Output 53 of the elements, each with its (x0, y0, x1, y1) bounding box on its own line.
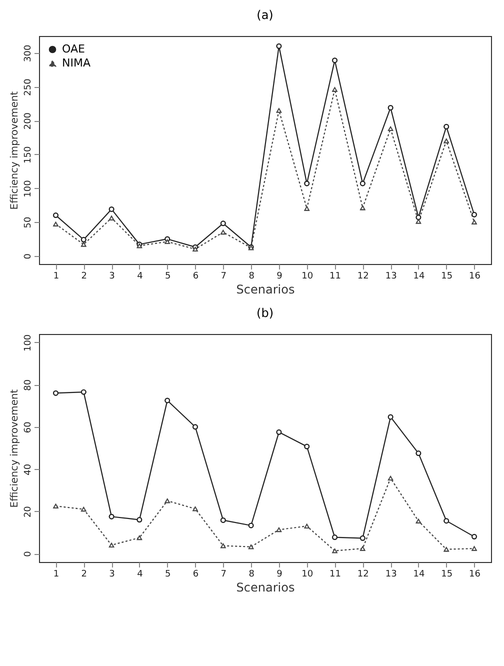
x-tick-label: 14 (413, 570, 425, 580)
legend-label: NIMA (62, 56, 91, 70)
x-tick-label: 6 (192, 570, 199, 580)
x-tick-label: 4 (137, 570, 144, 580)
x-tick-label: 15 (441, 272, 453, 282)
x-tick-label: 5 (164, 570, 171, 580)
y-tick-label: 40 (24, 464, 34, 476)
x-tick-label: 3 (109, 272, 115, 282)
x-axis-title: Scenarios (236, 282, 295, 296)
x-tick-label: 16 (469, 272, 481, 282)
x-tick-label: 10 (302, 570, 314, 580)
y-tick-label: 0 (24, 550, 34, 557)
y-tick-label: 250 (24, 78, 34, 96)
x-tick-label: 8 (248, 570, 255, 580)
x-tick-label: 1 (53, 570, 60, 580)
x-tick-label: 12 (357, 272, 369, 282)
x-tick-label: 11 (330, 570, 341, 580)
y-axis-title: Efficiency improvement (10, 91, 20, 210)
x-tick-label: 13 (385, 570, 397, 580)
x-tick-label: 4 (137, 272, 144, 282)
chart-title: (a) (256, 8, 274, 22)
x-tick-label: 16 (469, 570, 481, 580)
x-tick-label: 7 (220, 272, 227, 282)
x-tick-label: 7 (220, 570, 227, 580)
y-tick-label: 0 (24, 253, 34, 260)
y-tick-label: 20 (24, 506, 34, 518)
x-tick-label: 10 (302, 272, 314, 282)
y-axis-title: Efficiency improvement (10, 389, 20, 508)
x-tick-label: 9 (276, 272, 283, 282)
x-tick-label: 12 (357, 570, 369, 580)
y-tick-label: 150 (24, 146, 34, 164)
x-tick-label: 2 (81, 272, 88, 282)
x-tick-label: 1 (53, 272, 60, 282)
y-tick-label: 60 (24, 421, 34, 434)
x-tick-label: 2 (81, 570, 88, 580)
x-tick-label: 6 (192, 272, 199, 282)
x-tick-label: 3 (109, 570, 115, 580)
y-tick-label: 80 (24, 379, 34, 391)
x-tick-label: 5 (164, 272, 171, 282)
legend-label: OAE (62, 42, 85, 56)
x-tick-label: 9 (276, 570, 283, 580)
chart-title: (b) (256, 306, 274, 320)
x-tick-label: 15 (441, 570, 453, 580)
y-tick-label: 50 (24, 216, 34, 228)
x-tick-label: 13 (385, 272, 397, 282)
y-tick-label: 200 (24, 112, 34, 130)
y-tick-label: 300 (24, 44, 34, 62)
x-tick-label: 14 (413, 272, 425, 282)
y-tick-label: 100 (24, 334, 34, 352)
x-tick-label: 11 (330, 272, 341, 282)
x-tick-label: 8 (248, 272, 255, 282)
x-axis-title: Scenarios (236, 580, 295, 594)
y-tick-label: 100 (24, 180, 34, 198)
